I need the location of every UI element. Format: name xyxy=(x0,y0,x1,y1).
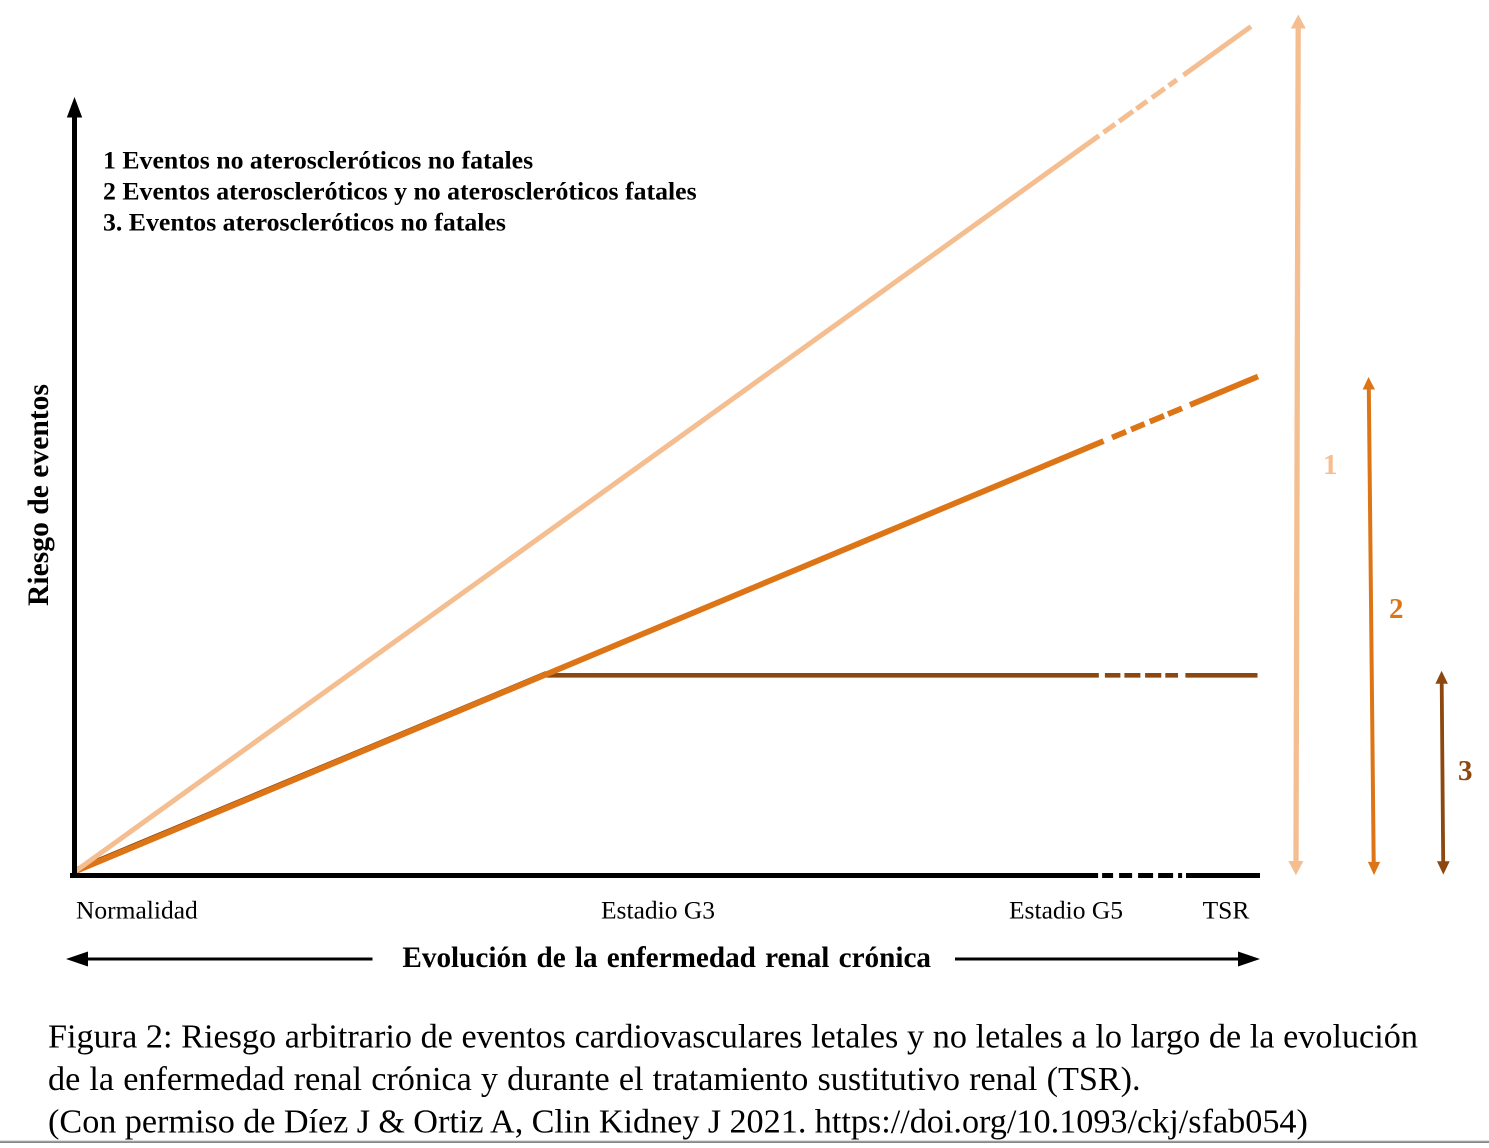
svg-text:Riesgo de eventos: Riesgo de eventos xyxy=(23,384,55,606)
svg-text:1: 1 xyxy=(1323,449,1338,481)
svg-text:3. Eventos ateroscleróticos no: 3. Eventos ateroscleróticos no fatales xyxy=(103,207,506,236)
svg-text:(Con permiso de Díez J & Ortiz: (Con permiso de Díez J & Ortiz A, Clin K… xyxy=(48,1103,1308,1140)
svg-text:de la enfermedad renal crónica: de la enfermedad renal crónica y durante… xyxy=(48,1061,1141,1098)
svg-text:3: 3 xyxy=(1458,755,1473,787)
svg-text:Normalidad: Normalidad xyxy=(76,896,198,925)
svg-text:2 Eventos ateroscleróticos y n: 2 Eventos ateroscleróticos y no ateroscl… xyxy=(103,176,697,205)
svg-text:Estadio G3: Estadio G3 xyxy=(601,896,715,925)
svg-text:TSR: TSR xyxy=(1203,896,1250,925)
svg-text:Estadio G5: Estadio G5 xyxy=(1009,896,1123,925)
svg-text:1 Eventos no ateroscleróticos: 1 Eventos no ateroscleróticos no fatales xyxy=(103,145,533,174)
svg-text:2: 2 xyxy=(1389,593,1404,625)
svg-text:Evolución de la enfermedad ren: Evolución de la enfermedad renal crónica xyxy=(402,942,931,974)
svg-text:Figura 2: Riesgo arbitrario de: Figura 2: Riesgo arbitrario de eventos c… xyxy=(48,1018,1418,1055)
